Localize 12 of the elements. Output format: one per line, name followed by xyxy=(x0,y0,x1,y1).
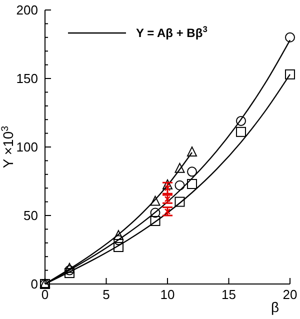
y-tick-label: 0 xyxy=(30,276,38,292)
x-tick-label: 20 xyxy=(282,287,298,302)
x-tick-label: 10 xyxy=(160,287,175,302)
x-tick-label: 0 xyxy=(41,287,49,302)
y-tick-label: 200 xyxy=(16,2,38,18)
x-axis-title: β xyxy=(270,299,280,315)
y-tick-label: 100 xyxy=(16,140,38,154)
x-tick-label: 5 xyxy=(102,287,110,302)
y-tick-label: 50 xyxy=(24,208,38,223)
y-tick-label: 150 xyxy=(16,71,38,86)
legend-label: Y = Aβ + Bβ$^{3}$ xyxy=(136,24,208,40)
x-tick-label: 15 xyxy=(222,287,236,302)
